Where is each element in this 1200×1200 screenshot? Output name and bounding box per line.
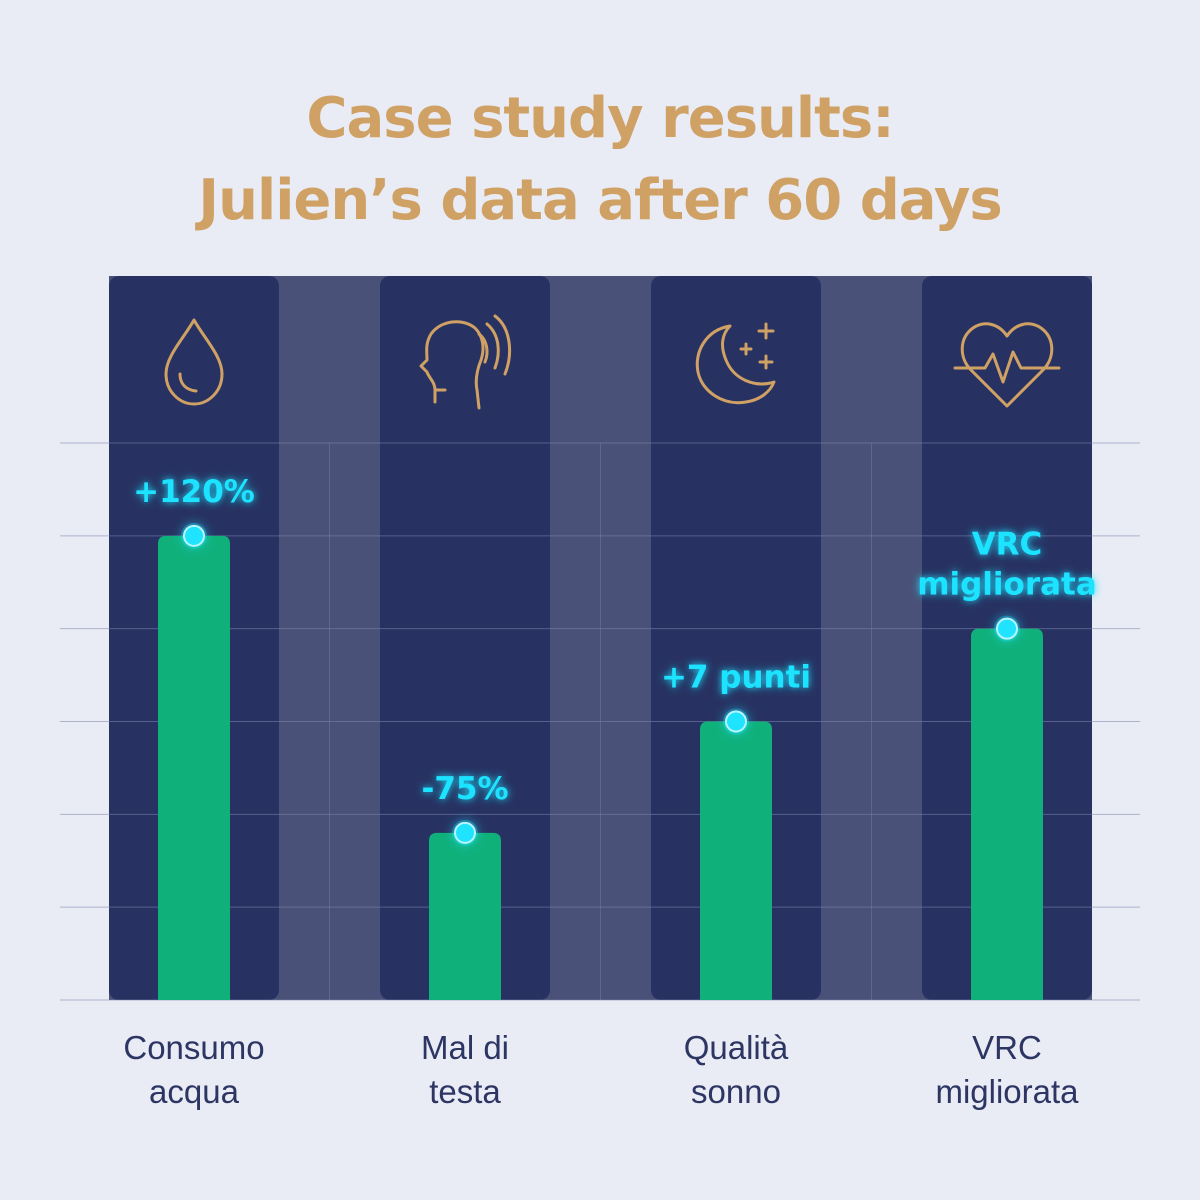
category-panel xyxy=(651,276,821,1000)
category-label-line: Qualità xyxy=(683,1029,789,1066)
chart-title-line-2: Julien’s data after 60 days xyxy=(198,168,1002,233)
category-label-line: testa xyxy=(429,1073,501,1110)
heart-pulse-icon xyxy=(953,322,1061,408)
category-label: VRC migliorata xyxy=(877,1026,1137,1114)
bar-marker xyxy=(183,524,205,547)
bar xyxy=(971,628,1043,1000)
data-label: migliorata xyxy=(917,567,1097,603)
moon-stars-icon xyxy=(695,322,776,405)
data-label: -75% xyxy=(421,771,508,807)
category-label-line: sonno xyxy=(691,1073,781,1110)
category-label-line: acqua xyxy=(149,1073,239,1110)
bar xyxy=(158,535,230,1000)
category-panel xyxy=(380,276,550,1000)
category-label: Mal di testa xyxy=(335,1026,595,1114)
bar-marker xyxy=(454,821,476,844)
category-label-line: Mal di xyxy=(420,1029,510,1066)
category-label-line: VRC xyxy=(972,1029,1042,1066)
bar xyxy=(700,721,772,1000)
data-label: VRC xyxy=(972,527,1043,563)
category-label-line: migliorata xyxy=(935,1073,1079,1110)
water-drop-icon xyxy=(164,318,224,406)
bar xyxy=(429,832,501,1000)
category-label: Consumo acqua xyxy=(64,1026,324,1114)
category-label: Qualità sonno xyxy=(606,1026,866,1114)
bar-marker xyxy=(725,710,747,733)
data-label: +120% xyxy=(133,474,255,510)
category-label-line: Consumo xyxy=(123,1029,265,1066)
bar-marker xyxy=(996,617,1018,640)
head-pain-icon xyxy=(419,314,512,410)
chart-title-line-1: Case study results: xyxy=(306,86,894,151)
data-label: +7 punti xyxy=(661,660,811,696)
